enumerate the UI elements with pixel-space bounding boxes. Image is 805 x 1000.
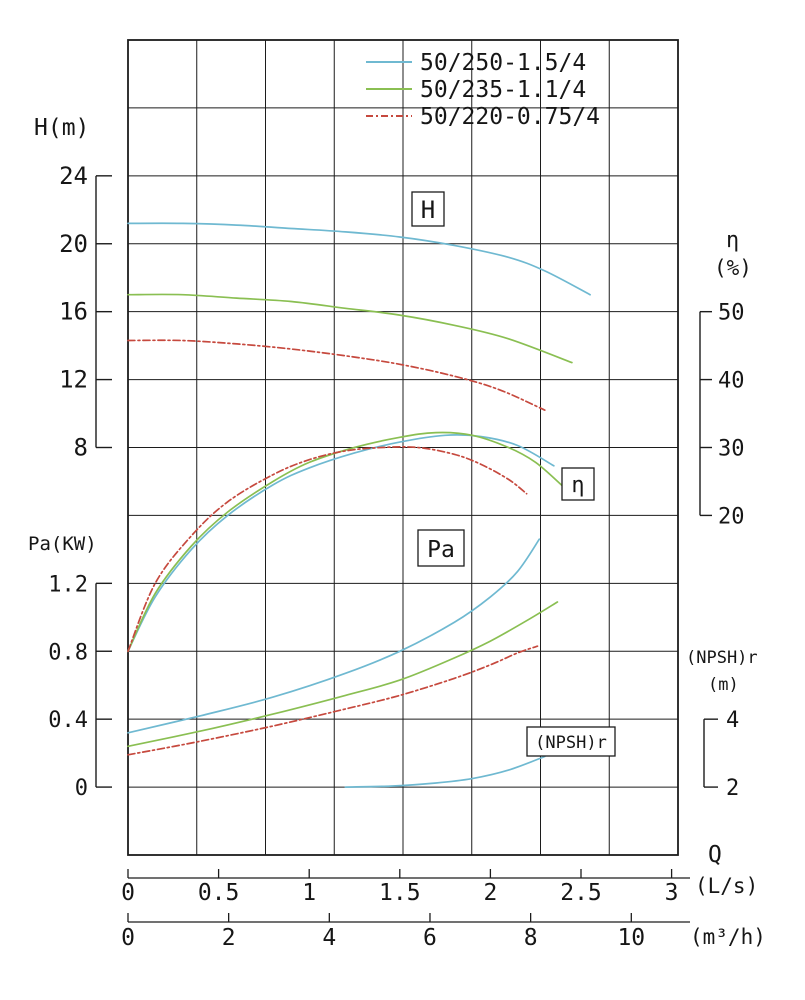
pa-tick-label: 0.8 <box>48 640 88 665</box>
npsh-axis-unit: (m) <box>708 675 739 695</box>
q-m3h-tick-label: 6 <box>423 925 437 951</box>
npsh-tick-label: 4 <box>726 708 739 733</box>
q-ls-tick-label: 0 <box>121 880 135 906</box>
curve-Pa-50/235-1.1/4 <box>127 601 559 748</box>
annotation-h: H <box>411 191 445 227</box>
pa-tick-label: 1.2 <box>48 572 88 597</box>
q-m3h-tick-label: 8 <box>524 925 538 951</box>
q-axis-unit-m3h: (m³/h) <box>690 925 766 949</box>
annotation-pa: Pa <box>417 529 465 567</box>
legend-label-green: 50/235-1.1/4 <box>420 77 586 103</box>
annotation-eta: η <box>561 467 595 501</box>
h-tick-label: 12 <box>59 366 88 394</box>
pa-axis-title: Pa(KW) <box>28 533 97 555</box>
curve-eta-50/250-1.5/4 <box>127 434 555 653</box>
h-label-text: H <box>421 196 435 224</box>
curve-Pa-50/220-0.75/4 <box>127 645 539 756</box>
curve-eta-50/220-0.75/4 <box>127 446 528 653</box>
curve-Pa-50/250-1.5/4 <box>127 538 541 734</box>
q-ls-tick-label: 2.5 <box>560 880 602 906</box>
q-axis-unit-ls: (L/s) <box>695 874 758 898</box>
curves <box>127 222 591 788</box>
curve-H-50/235-1.1/4 <box>127 293 573 364</box>
q-m3h-tick-label: 4 <box>322 925 336 951</box>
pa-tick-label: 0 <box>75 776 88 801</box>
eta-tick-label: 20 <box>718 504 745 529</box>
pa-tick-label: 0.4 <box>48 708 88 733</box>
curve-H-50/220-0.75/4 <box>127 339 546 411</box>
npsh-axis-title: (NPSH)r <box>686 648 758 668</box>
pa-label-text: Pa <box>427 537 455 563</box>
q-ls-tick-label: 1 <box>302 880 316 906</box>
h-tick-label: 16 <box>59 298 88 326</box>
npsh-tick-label: 2 <box>726 776 739 801</box>
h-tick-label: 20 <box>59 230 88 258</box>
eta-label-box <box>561 467 595 501</box>
q-axis-title: Q <box>708 842 722 868</box>
pa-label-box <box>417 529 465 567</box>
q-m3h-tick-label: 2 <box>222 925 236 951</box>
legend: 50/250-1.5/4 50/235-1.1/4 50/220-0.75/4 <box>366 50 600 130</box>
q-m3h-tick-label: 0 <box>121 925 135 951</box>
plot-border <box>127 39 679 856</box>
q-ls-tick-label: 2 <box>483 880 497 906</box>
q-m3h-tick-label: 10 <box>617 925 645 951</box>
h-tick-label: 24 <box>59 162 88 190</box>
eta-axis-title: η <box>726 228 739 253</box>
curve-H-50/250-1.5/4 <box>127 222 591 296</box>
q-ls-tick-label: 1.5 <box>379 880 421 906</box>
eta-tick-label: 50 <box>718 301 745 326</box>
eta-tick-label: 30 <box>718 437 745 462</box>
curve-NPSHr-50/250-1.5/4 <box>344 755 546 788</box>
curve-eta-50/235-1.1/4 <box>127 431 564 653</box>
legend-label-blue: 50/250-1.5/4 <box>420 50 586 76</box>
h-label-box <box>411 191 445 227</box>
npsh-label-box <box>526 726 616 757</box>
annotation-npsh: (NPSH)r <box>526 726 616 757</box>
npsh-label-text: (NPSH)r <box>535 733 607 753</box>
eta-label-text: η <box>571 473 584 498</box>
h-tick-label: 8 <box>74 434 88 462</box>
legend-label-red: 50/220-0.75/4 <box>420 104 600 130</box>
eta-axis-unit: (%) <box>714 256 752 280</box>
q-ls-tick-label: 3 <box>665 880 679 906</box>
eta-tick-label: 40 <box>718 369 745 394</box>
h-axis-title: H(m) <box>34 115 89 141</box>
q-ls-tick-label: 0.5 <box>198 880 240 906</box>
